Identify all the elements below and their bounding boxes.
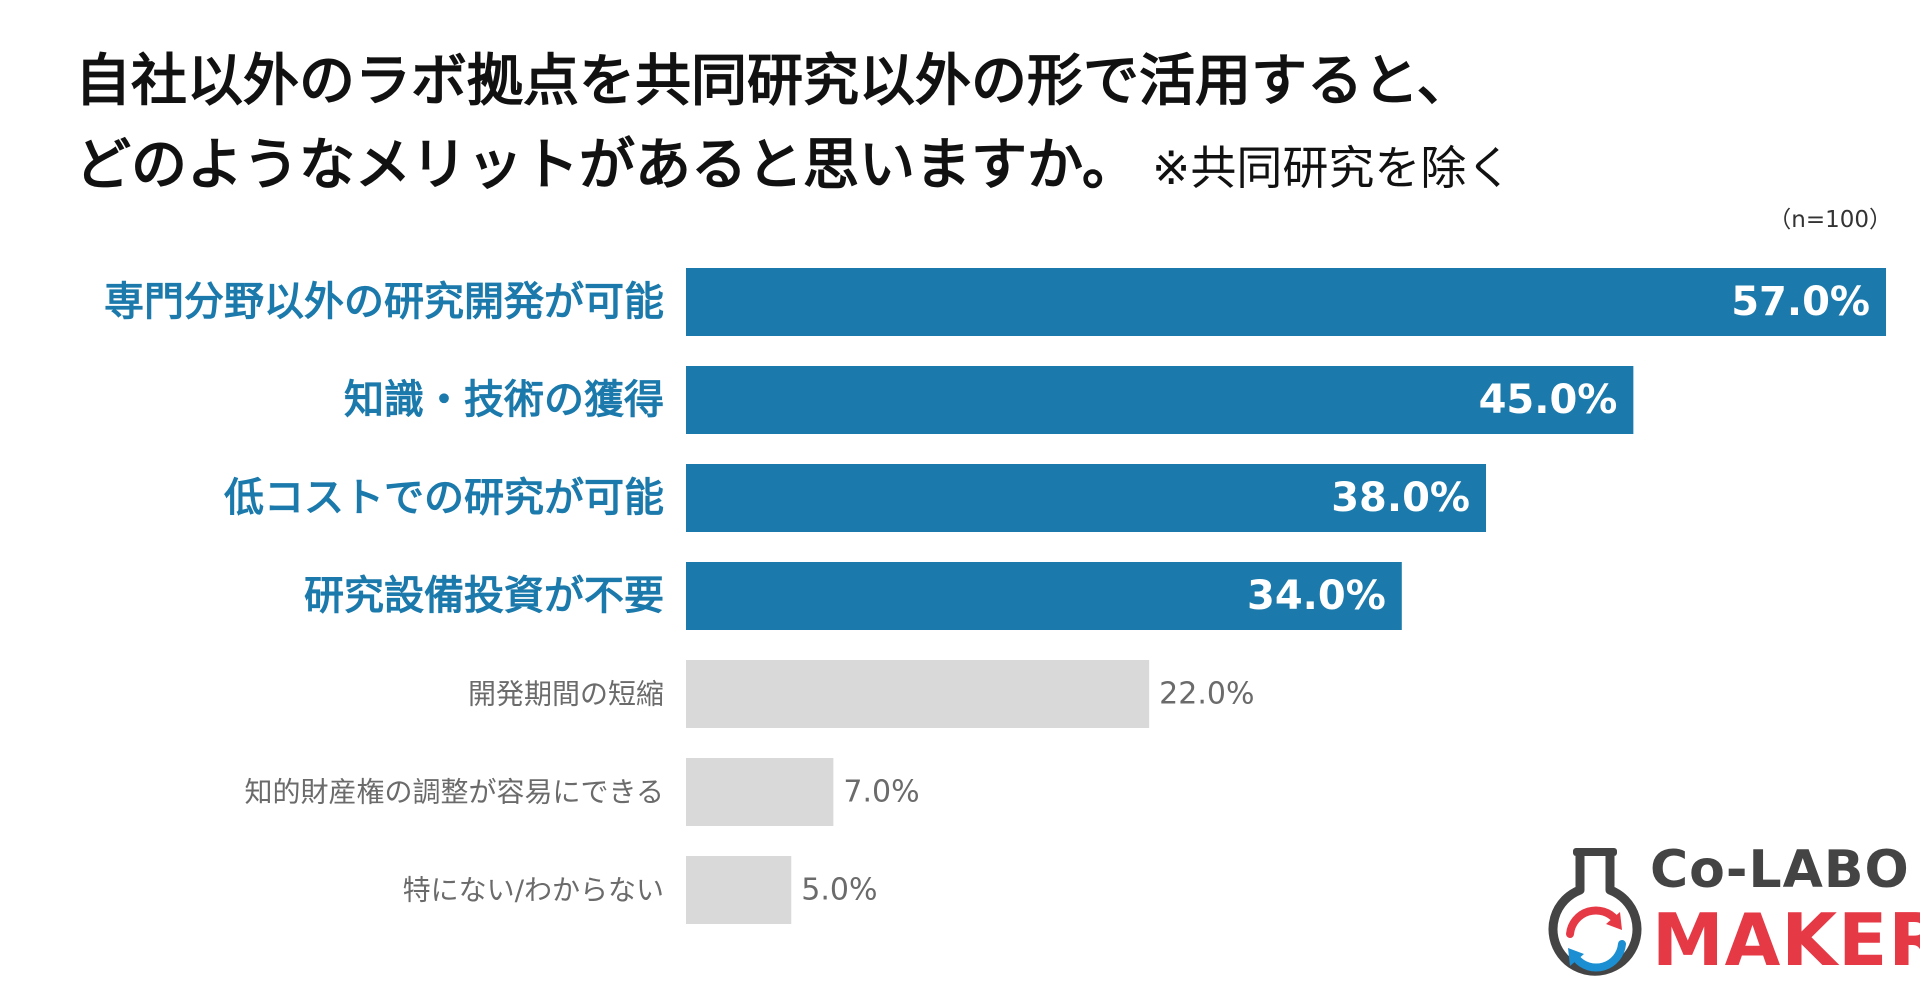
category-label-6: 知的財産権の調整が容易にできる — [245, 776, 664, 809]
category-label-2: 知識・技術の獲得 — [344, 377, 664, 423]
flask-icon — [1548, 848, 1642, 976]
value-label-5: 22.0% — [1159, 677, 1254, 712]
bar-4 — [686, 562, 1402, 630]
value-label-6: 7.0% — [843, 775, 919, 810]
bar-7 — [686, 856, 792, 924]
value-label-3: 38.0% — [1331, 475, 1470, 521]
category-label-3: 低コストでの研究が可能 — [224, 475, 664, 521]
logo-text-colabo: Co-LABO — [1650, 840, 1910, 900]
category-label-1: 専門分野以外の研究開発が可能 — [104, 279, 664, 325]
bar-5 — [686, 660, 1150, 728]
logo-text-maker: MAKER — [1652, 898, 1920, 982]
chart-title: 自社以外のラボ拠点を共同研究以外の形で活用すると、 どのようなメリットがあると思… — [75, 40, 1635, 210]
value-label-2: 45.0% — [1479, 377, 1618, 423]
value-label-4: 34.0% — [1247, 573, 1386, 619]
title-line-2-text: どのようなメリットがあると思いますか。 — [75, 133, 1138, 198]
category-label-4: 研究設備投資が不要 — [304, 573, 664, 619]
title-line-2: どのようなメリットがあると思いますか。 ※共同研究を除く — [75, 124, 1635, 210]
title-line-1: 自社以外のラボ拠点を共同研究以外の形で活用すると、 — [75, 49, 1473, 114]
category-label-7: 特にない/わからない — [403, 874, 664, 907]
bar-1 — [686, 268, 1886, 336]
co-labo-maker-logo: Co-LABO MAKER — [1540, 840, 1920, 990]
value-label-1: 57.0% — [1731, 279, 1870, 325]
title-note: ※共同研究を除く — [1151, 141, 1513, 195]
category-label-5: 開発期間の短縮 — [468, 678, 664, 711]
sample-size-note: （n=100） — [1768, 207, 1892, 233]
bar-3 — [686, 464, 1486, 532]
value-label-7: 5.0% — [801, 873, 877, 908]
bar-6 — [686, 758, 834, 826]
bar-2 — [686, 366, 1634, 434]
